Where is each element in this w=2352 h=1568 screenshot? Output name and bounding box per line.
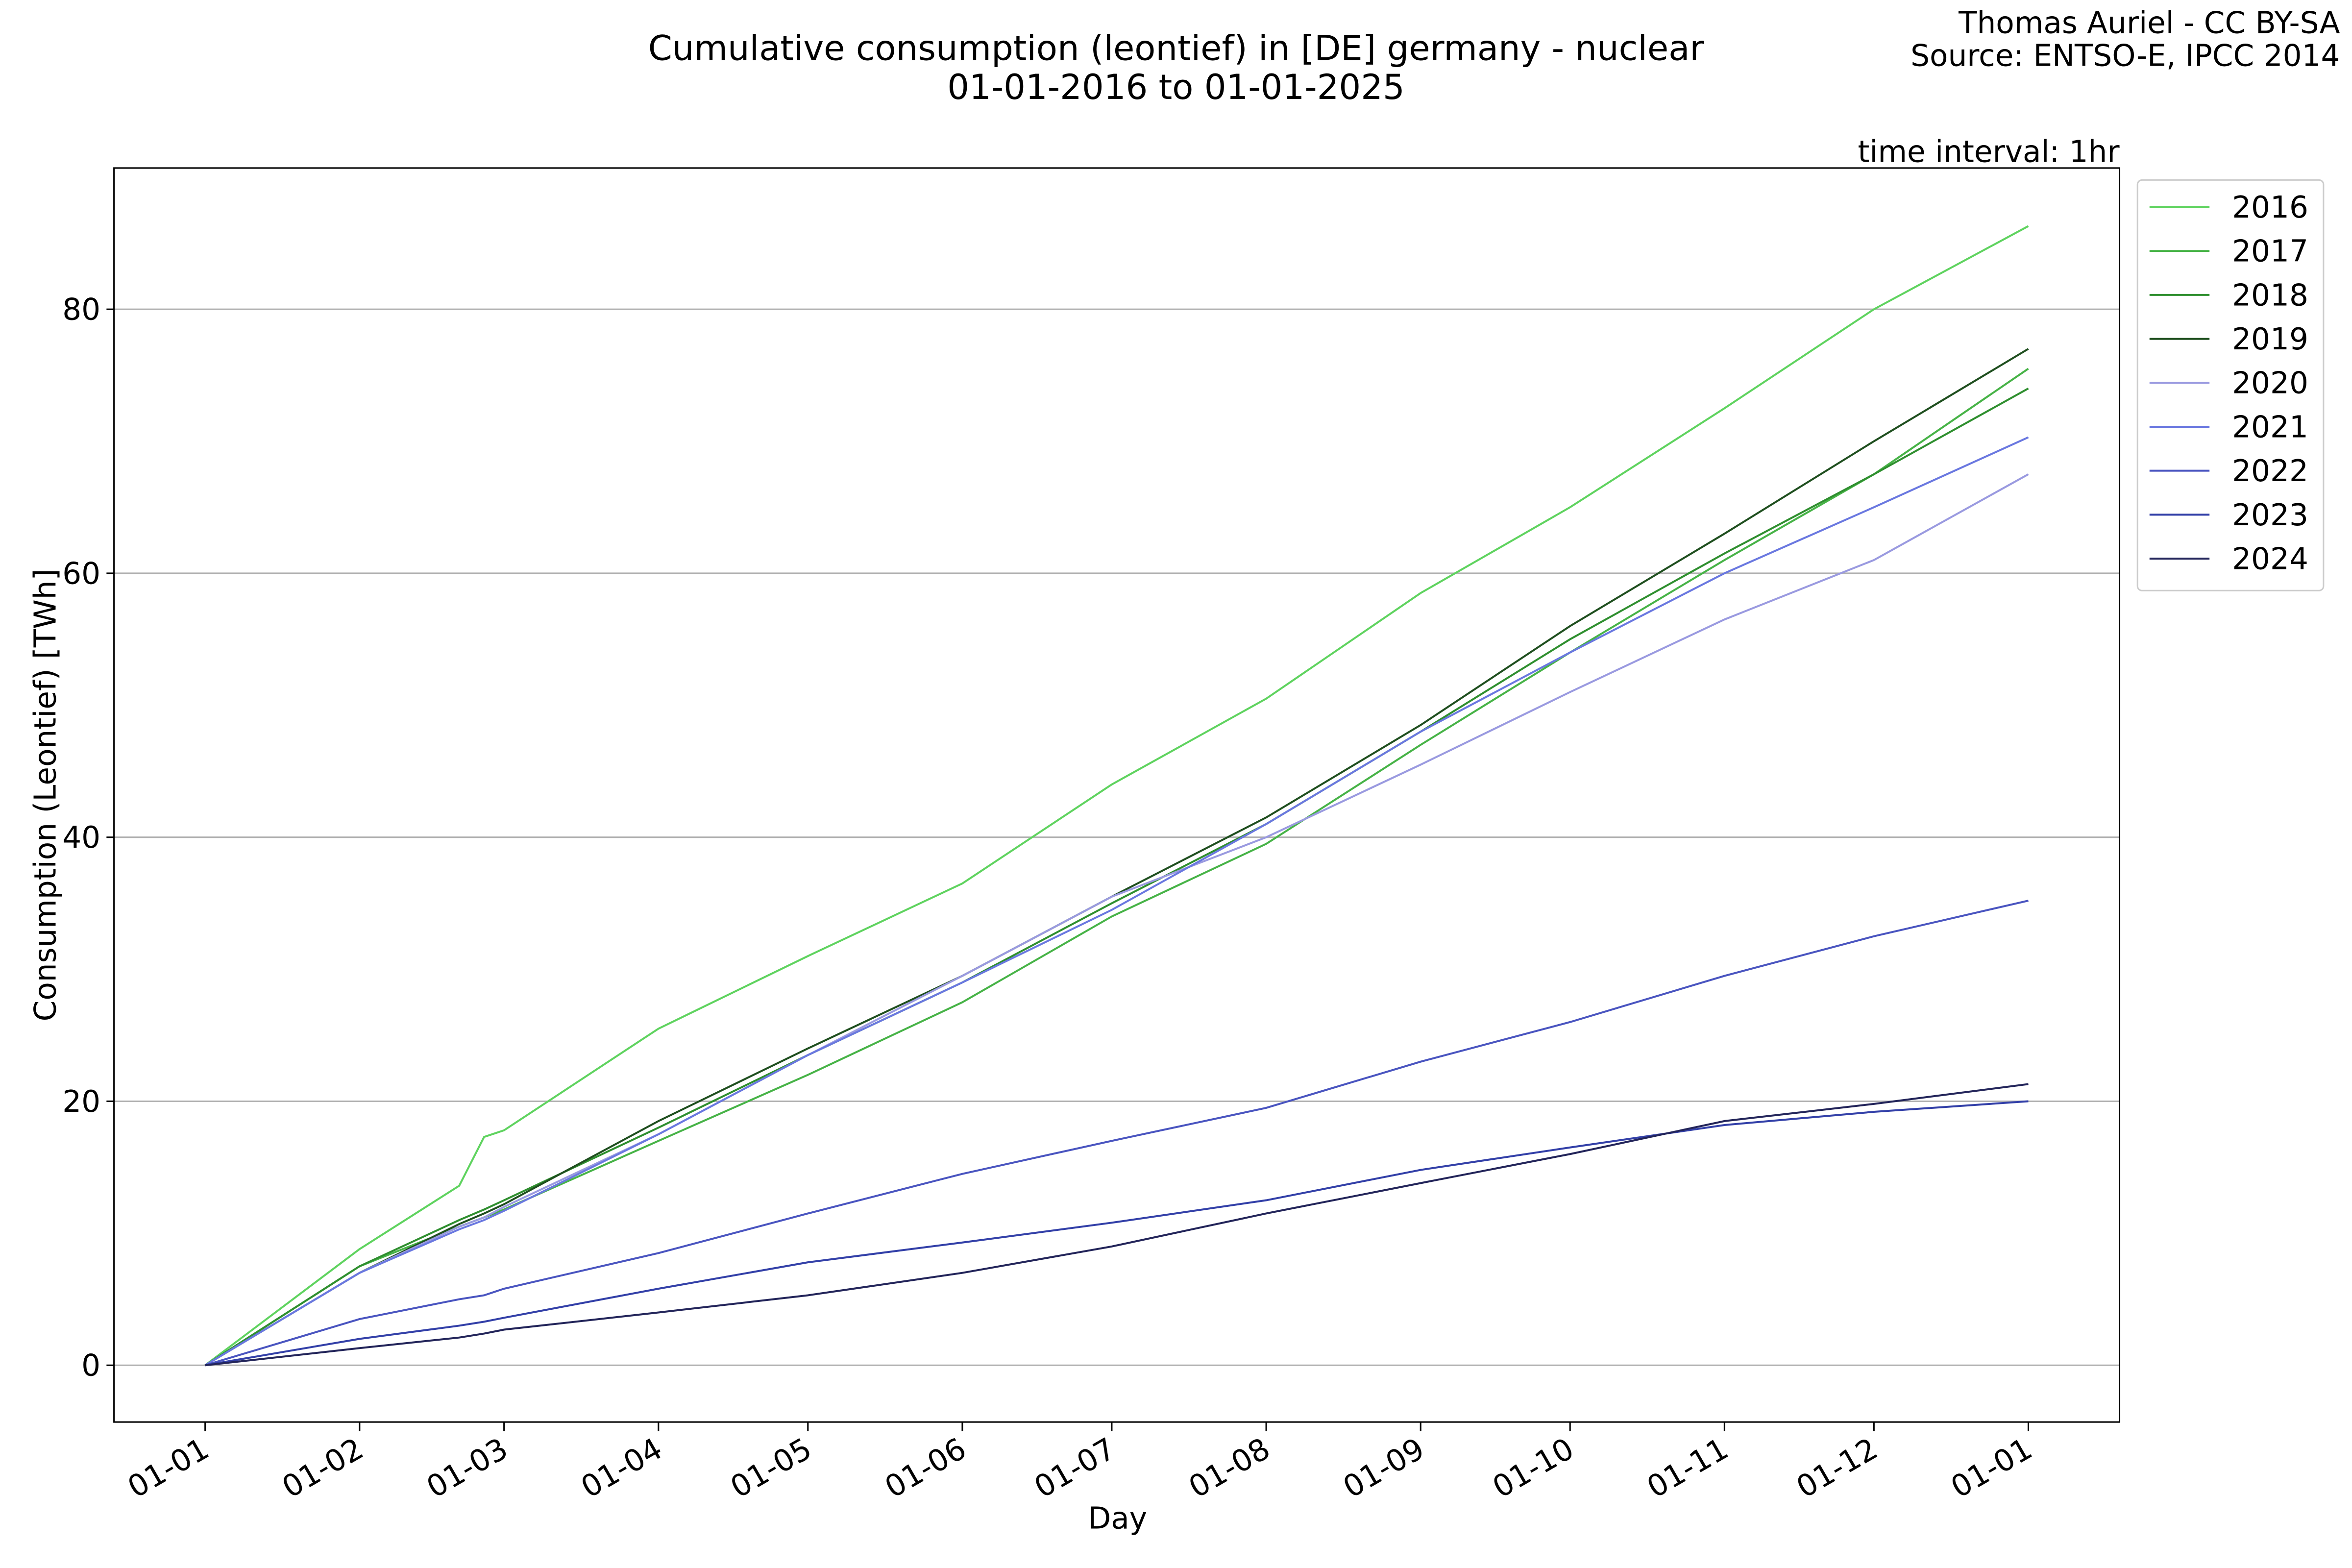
legend-label: 2021 [2232,410,2308,444]
legend-label: 2022 [2232,454,2308,489]
credit: Source: ENTSO-E, IPCC 2014 [1911,39,2340,74]
y-tick-label: 0 [81,1348,100,1383]
y-tick-label: 20 [62,1084,100,1119]
y-tick-label: 80 [62,293,100,327]
series-line [205,900,2029,1367]
y-axis-label: Consumption (Leontief) [TWh] [28,569,63,1022]
series-line [205,1083,2029,1367]
y-tick-label: 40 [62,820,100,855]
x-axis-label: Day [1088,1501,1147,1536]
series-line [204,225,2029,1366]
legend-label: 2024 [2232,541,2308,576]
chart-title: Cumulative consumption (leontief) in [DE… [648,28,1704,68]
legend-label: 2018 [2232,278,2308,313]
legend-label: 2023 [2232,498,2308,533]
series-line [204,473,2029,1366]
legend-label: 2019 [2232,322,2308,357]
annotation: time interval: 1hr [1858,135,2120,170]
legend-box [2136,179,2325,591]
chart-subtitle: 01-01-2016 to 01-01-2025 [947,67,1405,107]
plot-frame [113,167,2121,1423]
credit: Thomas Auriel - CC BY-SA [1958,5,2340,40]
series-line [204,436,2029,1366]
legend-label: 2017 [2232,234,2308,269]
legend-label: 2020 [2232,366,2308,401]
legend-label: 2016 [2232,190,2308,225]
y-tick-label: 60 [62,556,100,591]
